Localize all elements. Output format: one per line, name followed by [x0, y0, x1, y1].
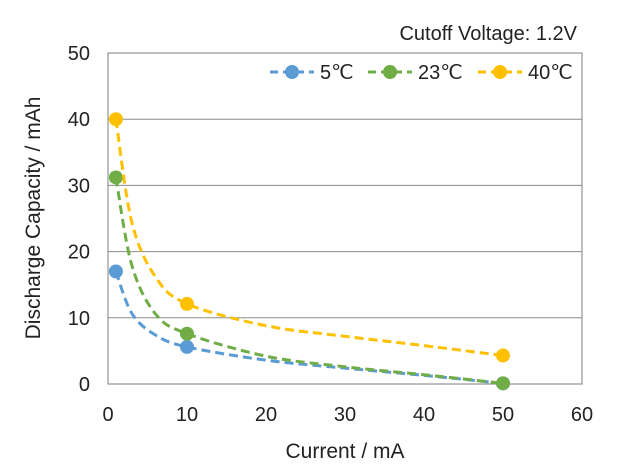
- x-axis-title: Current / mA: [285, 440, 404, 463]
- y-tick-label: 30: [68, 175, 90, 197]
- x-tick-label: 30: [334, 404, 356, 426]
- legend-swatch-marker: [383, 65, 397, 79]
- data-point: [180, 296, 194, 311]
- y-axis-title: Discharge Capacity / mAh: [22, 97, 45, 340]
- legend-swatch-marker: [493, 65, 507, 79]
- series-2: [108, 112, 510, 363]
- legend-item: 23℃: [368, 62, 463, 84]
- data-point: [108, 112, 123, 127]
- y-tick-label: 10: [68, 308, 90, 330]
- x-tick-label: 0: [102, 404, 113, 426]
- y-tick-label: 0: [79, 374, 90, 396]
- data-point: [180, 326, 194, 341]
- data-point: [108, 170, 123, 185]
- y-tick-label: 50: [68, 43, 90, 65]
- legend-label: 23℃: [418, 62, 463, 84]
- legend-label: 5℃: [320, 62, 354, 84]
- series-line: [114, 118, 504, 358]
- series-line: [114, 270, 504, 385]
- y-tick-label: 20: [68, 242, 90, 264]
- legend-label: 40℃: [528, 62, 573, 84]
- x-tick-label: 40: [413, 404, 435, 426]
- data-point: [108, 264, 123, 279]
- legend: 5℃ 23℃ 40℃: [270, 62, 573, 84]
- y-axis-tick-labels: 0 10 20 30 40 50: [68, 43, 90, 396]
- plot-area-frame: [107, 52, 583, 385]
- legend-item: 40℃: [478, 62, 573, 84]
- x-tick-label: 20: [255, 404, 277, 426]
- x-tick-label: 10: [176, 404, 198, 426]
- x-tick-label: 50: [492, 404, 514, 426]
- x-tick-label: 60: [571, 404, 593, 426]
- data-point: [496, 376, 510, 391]
- cutoff-voltage-annotation: Cutoff Voltage: 1.2V: [399, 23, 577, 45]
- data-point: [180, 339, 194, 354]
- series-line: [114, 177, 504, 385]
- legend-item: 5℃: [270, 62, 354, 84]
- gridlines: [108, 118, 582, 319]
- series-1: [108, 170, 510, 391]
- x-axis-tick-labels: 0 10 20 30 40 50 60: [102, 404, 593, 426]
- series-layer: [108, 112, 510, 391]
- legend-swatch-marker: [285, 65, 299, 79]
- data-point: [496, 348, 510, 363]
- y-tick-label: 40: [68, 109, 90, 131]
